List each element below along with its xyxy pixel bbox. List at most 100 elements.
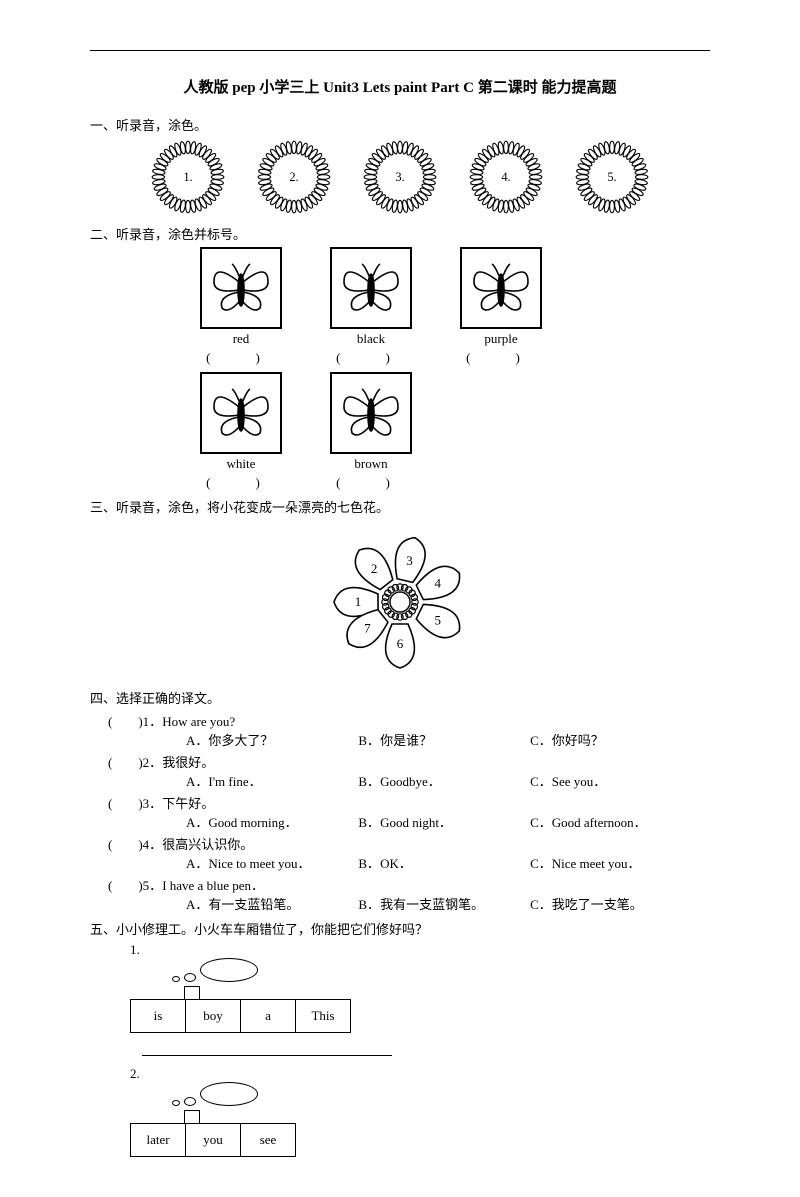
q-num: 5	[143, 878, 150, 893]
answer-paren[interactable]: ( )	[460, 347, 542, 366]
answer-paren[interactable]: ( )	[330, 347, 412, 366]
butterfly-label: brown	[330, 456, 412, 472]
answer-paren[interactable]: ( )	[108, 878, 143, 893]
q-text: 很高兴认识你。	[162, 837, 253, 852]
answer-paren[interactable]: ( )	[108, 796, 143, 811]
train-car: a	[241, 1000, 296, 1032]
train-num: 1.	[130, 942, 710, 958]
svg-text:4.: 4.	[501, 170, 510, 184]
answer-line[interactable]	[142, 1041, 392, 1056]
svg-text:1: 1	[355, 594, 362, 609]
q4-item: ( )5．I have a blue pen． A．有一支蓝铅笔。B．我有一支蓝…	[108, 875, 710, 913]
train-car: boy	[186, 1000, 241, 1032]
section2-title: 二、听录音，涂色并标号。	[90, 224, 710, 243]
opt-a[interactable]: A．Nice to meet you．	[186, 853, 358, 872]
train-car: is	[131, 1000, 186, 1032]
butterfly-row-2: white ( ) brown ( )	[200, 372, 710, 491]
butterfly-item: brown ( )	[330, 372, 412, 491]
section4-title: 四、选择正确的译文。	[90, 688, 710, 707]
q-text: How are you?	[162, 714, 235, 729]
train-set: 1. is boy a This	[130, 942, 710, 1056]
answer-paren[interactable]: ( )	[200, 472, 282, 491]
svg-text:4: 4	[434, 576, 441, 591]
opt-a[interactable]: A．I'm fine．	[186, 771, 358, 790]
opt-a[interactable]: A．你多大了？	[186, 730, 358, 749]
train-cab	[184, 986, 200, 999]
q-options: A．你多大了？B．你是谁？C．你好吗？	[186, 730, 710, 749]
svg-text:1.: 1.	[183, 170, 192, 184]
train-area: 1. is boy a This 2. later you see	[130, 942, 710, 1157]
butterfly-item: purple ( )	[460, 247, 542, 366]
opt-b[interactable]: B．你是谁？	[358, 730, 530, 749]
butterfly-label: black	[330, 331, 412, 347]
opt-b[interactable]: B．Goodbye．	[358, 771, 530, 790]
wreath-3: 3.	[361, 138, 439, 216]
q4-item: ( )1．How are you? A．你多大了？B．你是谁？C．你好吗？	[108, 711, 710, 749]
q4-item: ( )4．很高兴认识你。 A．Nice to meet you．B．OK．C．N…	[108, 834, 710, 872]
opt-b[interactable]: B．我有一支蓝钢笔。	[358, 894, 530, 913]
svg-text:7: 7	[364, 620, 371, 635]
opt-c[interactable]: C．Nice meet you．	[530, 853, 702, 872]
opt-c[interactable]: C．See you．	[530, 771, 702, 790]
wreath-5: 5.	[573, 138, 651, 216]
question4-list: ( )1．How are you? A．你多大了？B．你是谁？C．你好吗？ ( …	[90, 711, 710, 913]
butterfly-item: white ( )	[200, 372, 282, 491]
butterfly-area: red ( ) black ( ) purple ( ) white ( )	[200, 247, 710, 491]
svg-text:5.: 5.	[607, 170, 616, 184]
section1-title: 一、听录音，涂色。	[90, 115, 710, 134]
top-rule	[90, 50, 710, 51]
svg-text:2: 2	[371, 561, 378, 576]
butterfly-icon	[208, 385, 274, 441]
q-options: A．有一支蓝铅笔。B．我有一支蓝钢笔。C．我吃了一支笔。	[186, 894, 710, 913]
answer-paren[interactable]: ( )	[108, 837, 143, 852]
flower-wrap: 1234567	[90, 520, 710, 680]
svg-text:5: 5	[434, 612, 441, 627]
butterfly-label: white	[200, 456, 282, 472]
butterfly-label: purple	[460, 331, 542, 347]
wreath-4: 4.	[467, 138, 545, 216]
thought-bubble	[172, 1082, 710, 1106]
butterfly-item: red ( )	[200, 247, 282, 366]
q4-item: ( )3．下午好。 A．Good morning．B．Good night．C．…	[108, 793, 710, 831]
svg-text:3.: 3.	[395, 170, 404, 184]
train-set: 2. later you see	[130, 1066, 710, 1157]
opt-a[interactable]: A．Good morning．	[186, 812, 358, 831]
wreath-1: 1.	[149, 138, 227, 216]
answer-paren[interactable]: ( )	[330, 472, 412, 491]
opt-b[interactable]: B．Good night．	[358, 812, 530, 831]
butterfly-icon	[468, 260, 534, 316]
train-car: This	[296, 1000, 350, 1032]
q-options: A．Good morning．B．Good night．C．Good after…	[186, 812, 710, 831]
train-cab	[184, 1110, 200, 1123]
train-car: you	[186, 1124, 241, 1156]
answer-paren[interactable]: ( )	[200, 347, 282, 366]
q-num: 2	[143, 755, 150, 770]
q-text: 下午好。	[162, 796, 214, 811]
svg-text:2.: 2.	[289, 170, 298, 184]
wreath-row: 1. 2. 3. 4. 5.	[90, 138, 710, 216]
wreath-2: 2.	[255, 138, 333, 216]
answer-paren[interactable]: ( )	[108, 755, 143, 770]
q4-item: ( )2．我很好。 A．I'm fine．B．Goodbye．C．See you…	[108, 752, 710, 790]
butterfly-icon	[208, 260, 274, 316]
q-num: 3	[143, 796, 150, 811]
q-options: A．I'm fine．B．Goodbye．C．See you．	[186, 771, 710, 790]
opt-b[interactable]: B．OK．	[358, 853, 530, 872]
page: 人教版 pep 小学三上 Unit3 Lets paint Part C 第二课…	[0, 0, 800, 1197]
svg-text:3: 3	[406, 553, 413, 568]
butterfly-row-1: red ( ) black ( ) purple ( )	[200, 247, 710, 366]
thought-bubble	[172, 958, 710, 982]
butterfly-label: red	[200, 331, 282, 347]
butterfly-item: black ( )	[330, 247, 412, 366]
answer-paren[interactable]: ( )	[108, 714, 143, 729]
opt-a[interactable]: A．有一支蓝铅笔。	[186, 894, 358, 913]
opt-c[interactable]: C．我吃了一支笔。	[530, 894, 702, 913]
butterfly-icon	[338, 260, 404, 316]
opt-c[interactable]: C．你好吗？	[530, 730, 702, 749]
opt-c[interactable]: C．Good afternoon．	[530, 812, 702, 831]
train-cars: later you see	[130, 1123, 296, 1157]
butterfly-icon	[338, 385, 404, 441]
train-cars: is boy a This	[130, 999, 351, 1033]
q-text: I have a blue pen．	[162, 878, 264, 893]
section5-title: 五、小小修理工。小火车车厢错位了，你能把它们修好吗？	[90, 919, 710, 938]
